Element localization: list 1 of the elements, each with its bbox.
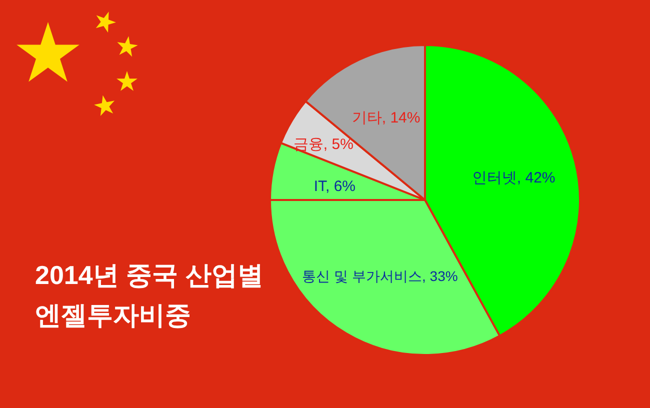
title: 2014년 중국 산업별 엔젤투자비중 <box>35 260 264 330</box>
